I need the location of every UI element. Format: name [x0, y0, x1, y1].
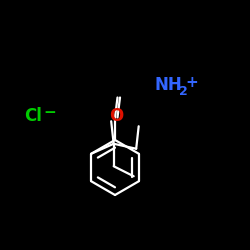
Text: +: + [185, 75, 198, 90]
Text: NH: NH [155, 76, 183, 94]
Text: O: O [109, 107, 124, 125]
Text: 2: 2 [179, 85, 188, 98]
Text: Cl: Cl [24, 107, 42, 125]
Text: −: − [44, 105, 56, 120]
